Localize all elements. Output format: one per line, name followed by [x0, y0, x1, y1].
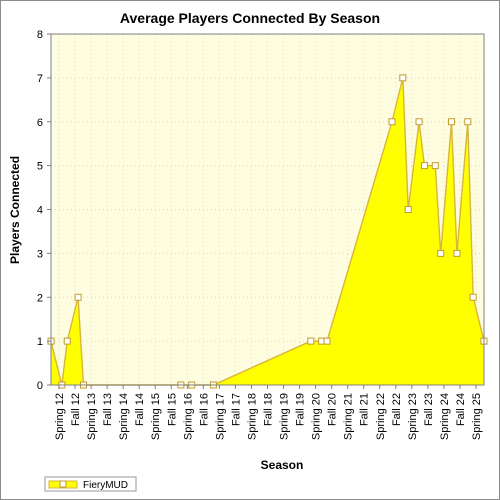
x-tick-label: Fall 15 — [166, 393, 178, 426]
x-tick-label: Fall 24 — [455, 393, 467, 426]
data-point-marker — [420, 162, 428, 170]
legend-marker — [59, 480, 67, 488]
y-tick-label: 4 — [37, 205, 43, 217]
y-tick-label: 6 — [37, 117, 43, 129]
data-point-marker — [464, 118, 472, 126]
x-tick-label: Spring 23 — [407, 393, 419, 440]
x-tick-label: Fall 23 — [423, 393, 435, 426]
x-tick-label: Fall 17 — [230, 393, 242, 426]
x-tick-label: Fall 22 — [391, 393, 403, 426]
data-point-marker — [453, 249, 461, 257]
series-area-fill — [51, 77, 484, 385]
x-tick-label: Fall 18 — [263, 393, 275, 426]
data-point-marker — [437, 249, 445, 257]
x-tick-label: Spring 13 — [86, 393, 98, 440]
x-tick-label: Spring 25 — [471, 393, 483, 440]
x-tick-label: Fall 16 — [198, 393, 210, 426]
y-tick-label: 7 — [37, 73, 43, 85]
y-tick-label: 1 — [37, 336, 43, 348]
data-point-marker — [74, 293, 82, 301]
data-point-marker — [415, 118, 423, 126]
x-tick-label: Spring 20 — [311, 393, 323, 440]
x-tick-label: Fall 13 — [102, 393, 114, 426]
legend-label: FieryMUD — [83, 480, 128, 491]
y-tick-label: 2 — [37, 292, 43, 304]
x-tick-label: Spring 18 — [246, 393, 258, 440]
data-point-marker — [307, 337, 315, 345]
x-tick-label: Fall 20 — [327, 393, 339, 426]
x-tick-label: Fall 12 — [70, 393, 82, 426]
x-tick-label: Spring 12 — [54, 393, 66, 440]
data-point-marker — [399, 74, 407, 82]
x-axis-ticks: Spring 12 Fall 12 Spring 13 Fall 13 Spring 1… — [54, 385, 483, 440]
y-tick-label: 5 — [37, 161, 43, 173]
data-point-marker — [388, 118, 396, 126]
x-tick-label: Fall 21 — [359, 393, 371, 426]
data-point-marker — [448, 118, 456, 126]
x-tick-label: Fall 19 — [295, 393, 307, 426]
legend: FieryMUD — [44, 476, 137, 492]
x-tick-label: Spring 16 — [182, 393, 194, 440]
x-tick-label: Spring 24 — [439, 393, 451, 440]
data-point-marker — [63, 337, 71, 345]
x-tick-label: Spring 17 — [214, 393, 226, 440]
y-tick-label: 0 — [37, 380, 43, 392]
y-tick-label: 8 — [37, 29, 43, 41]
x-tick-label: Spring 22 — [375, 393, 387, 440]
y-axis-label: Players Connected — [8, 156, 22, 264]
x-tick-label: Spring 14 — [118, 393, 130, 440]
data-point-marker — [431, 162, 439, 170]
data-point-marker — [469, 293, 477, 301]
chart-title: Average Players Connected By Season — [120, 10, 380, 26]
data-point-marker — [404, 206, 412, 213]
x-tick-label: Spring 21 — [343, 393, 355, 440]
data-point-marker — [323, 337, 331, 345]
x-tick-label: Fall 14 — [134, 393, 146, 426]
y-axis-ticks: 0 1 2 3 4 5 6 7 8 — [37, 29, 51, 392]
x-tick-label: Spring 19 — [279, 393, 291, 440]
x-tick-label: Spring 15 — [150, 393, 162, 440]
y-tick-label: 3 — [37, 248, 43, 260]
x-axis-label: Season — [261, 458, 304, 472]
